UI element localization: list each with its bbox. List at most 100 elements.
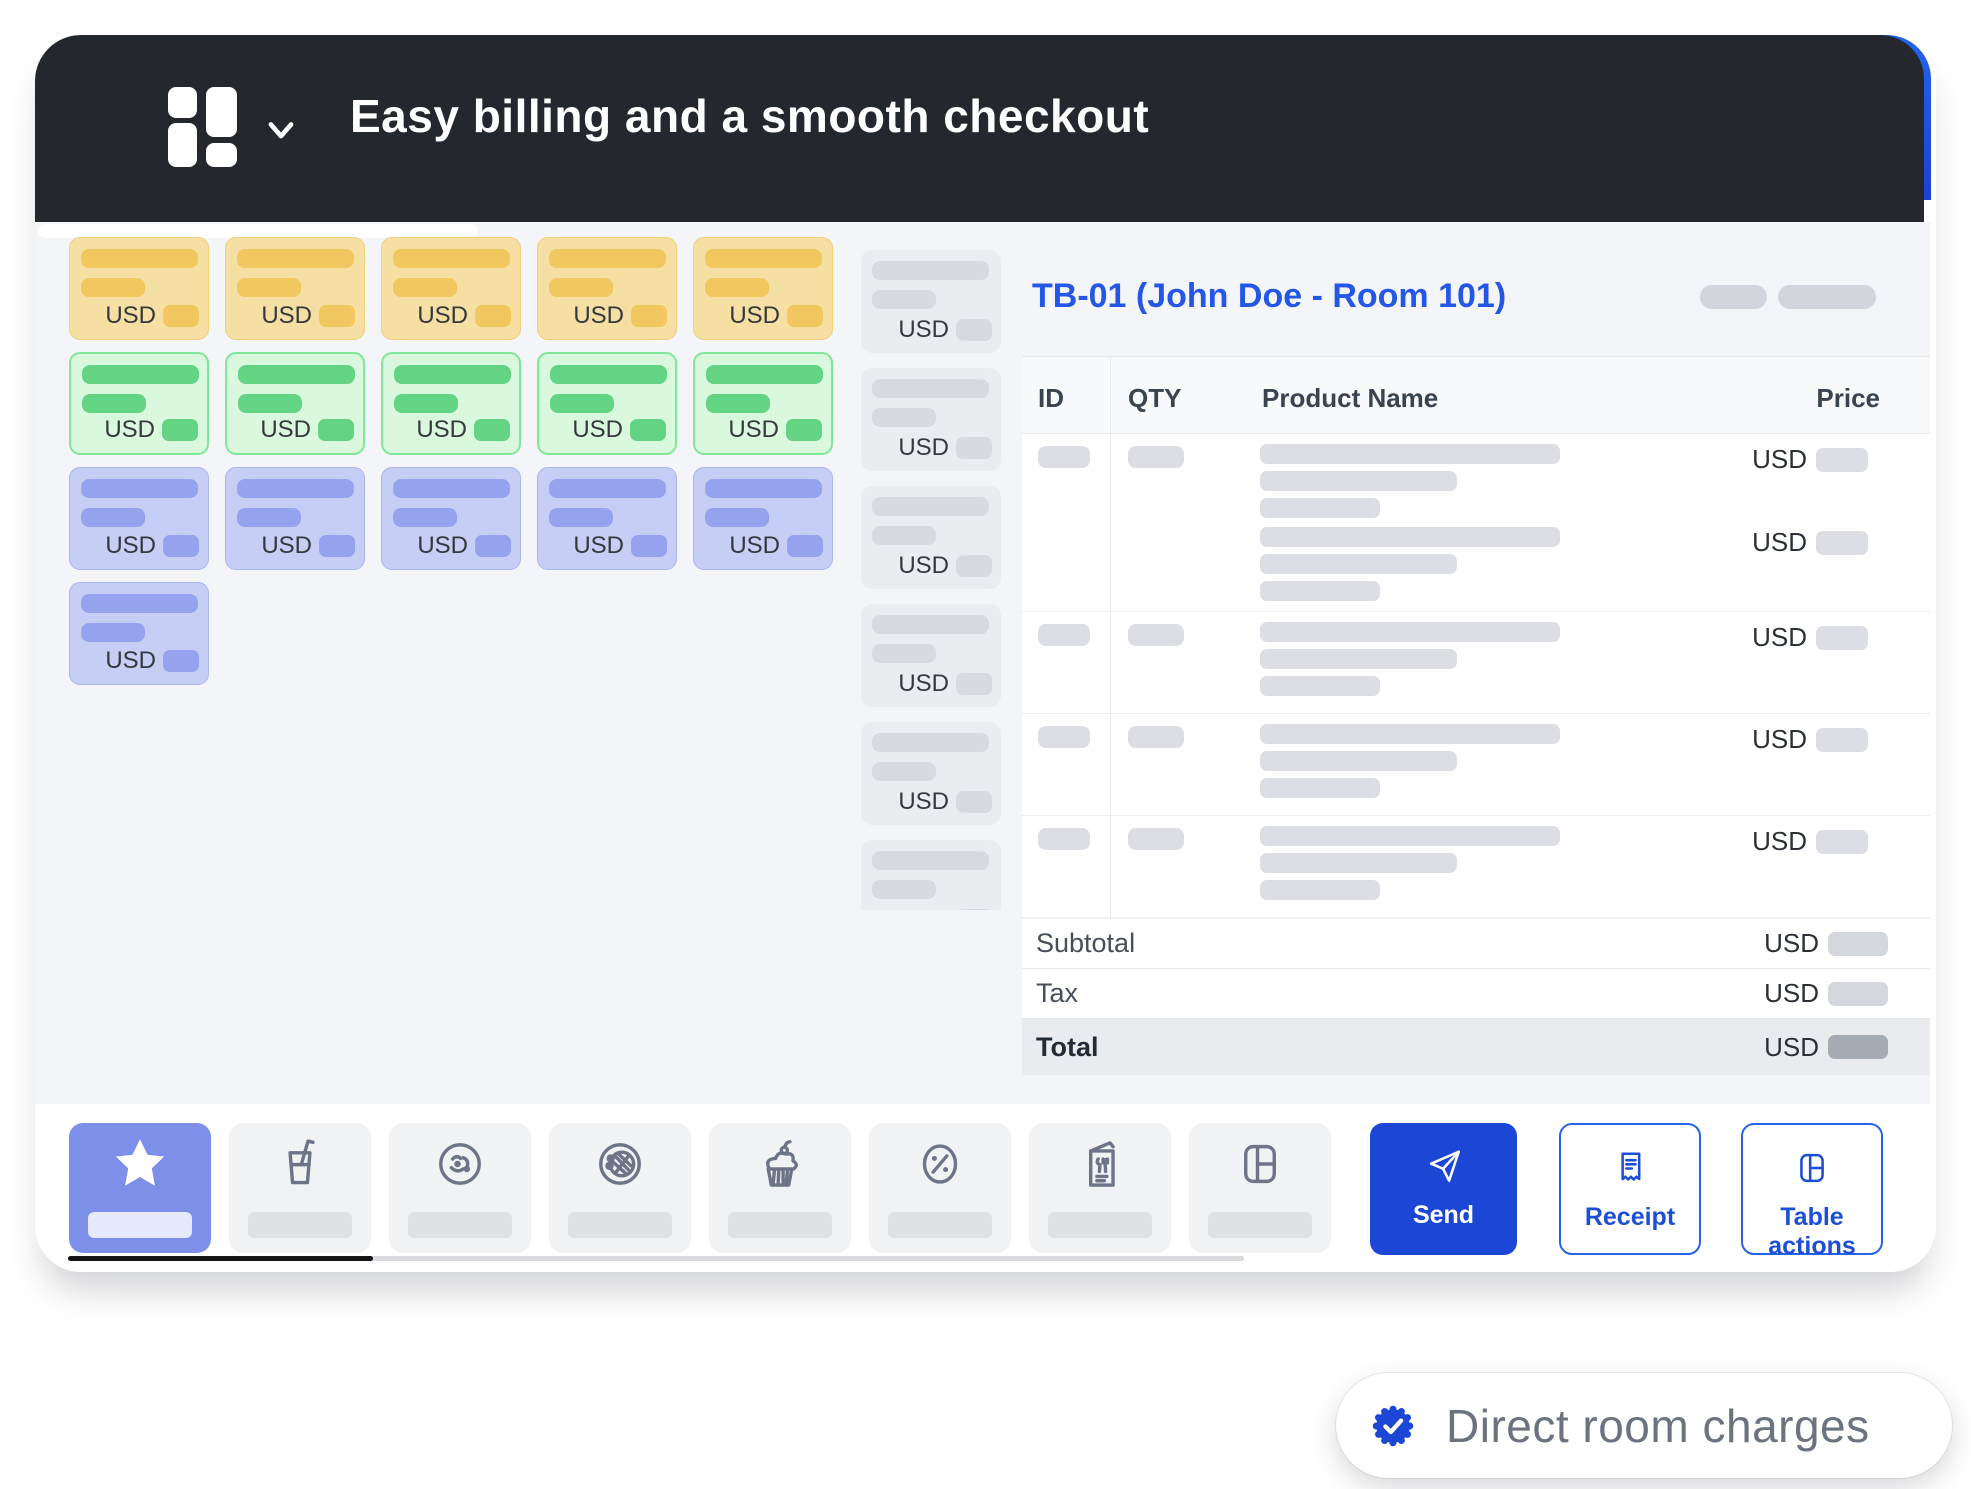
product-card-yellow[interactable]: USD [693, 237, 833, 340]
tab-label-placeholder [88, 1212, 192, 1238]
price-placeholder [1816, 447, 1868, 472]
product-card-gray[interactable]: USD [861, 250, 1001, 353]
category-tab-star-active[interactable] [69, 1123, 211, 1253]
send-button[interactable]: Send [1370, 1123, 1517, 1255]
column-header-qty: QTY [1128, 383, 1182, 413]
item-id-placeholder [1038, 726, 1090, 748]
product-card-blue[interactable]: USD [693, 467, 833, 570]
receipt-button-label: Receipt [1584, 1203, 1676, 1231]
total-price: USD [1764, 978, 1888, 1009]
product-card-green[interactable]: USD [537, 352, 677, 455]
tab-label-placeholder [1208, 1212, 1312, 1238]
card-title-placeholder [81, 594, 198, 613]
category-tab-discount-percent[interactable] [869, 1123, 1011, 1253]
card-subtitle-placeholder [872, 526, 936, 545]
card-subtitle-placeholder [872, 880, 936, 899]
product-card-yellow[interactable]: USD [69, 237, 209, 340]
tabs-scrollbar[interactable] [68, 1256, 1244, 1261]
total-price: USD [1764, 928, 1888, 959]
bill-line: USD [1260, 444, 1930, 518]
products-scrollbar[interactable] [38, 224, 478, 238]
cupcake-icon [766, 1139, 798, 1187]
currency-label: USD [105, 532, 156, 559]
category-tab-waffle-plate[interactable] [549, 1123, 691, 1253]
product-card-blue[interactable]: USD [225, 467, 365, 570]
card-title-placeholder [394, 365, 511, 384]
product-card-yellow[interactable]: USD [381, 237, 521, 340]
price-cell: USD [1752, 724, 1930, 755]
currency-label: USD [104, 416, 155, 443]
table-actions-button[interactable]: Table actions [1741, 1123, 1883, 1260]
receipt-icon [1561, 1145, 1699, 1191]
price-placeholder [1816, 625, 1868, 650]
card-subtitle-placeholder [705, 278, 769, 297]
category-tab-cupcake[interactable] [709, 1123, 851, 1253]
card-title-placeholder [82, 365, 199, 384]
item-id-placeholder [1038, 828, 1090, 850]
direct-room-charges-pill[interactable]: Direct room charges [1336, 1373, 1952, 1478]
bill-totals: Subtotal USD Tax USD Total USD [1022, 919, 1930, 1075]
tabs-scrollbar-thumb[interactable] [68, 1256, 373, 1261]
product-card-gray[interactable]: USD [861, 368, 1001, 471]
price-placeholder [475, 535, 511, 557]
bill-line-item[interactable]: USD [1022, 816, 1930, 918]
product-card-blue[interactable]: USD [537, 467, 677, 570]
price-placeholder [956, 319, 992, 341]
bill-line-item[interactable]: USD [1022, 612, 1930, 714]
price-placeholder [956, 555, 992, 577]
bill-table: ID QTY Product Name Price USD USD [1022, 356, 1930, 918]
product-card-yellow[interactable]: USD [225, 237, 365, 340]
card-subtitle-placeholder [394, 394, 458, 413]
product-card-green[interactable]: USD [225, 352, 365, 455]
card-subtitle-placeholder [872, 408, 936, 427]
card-title-placeholder [872, 261, 989, 280]
app-grid-logo-icon[interactable] [168, 87, 238, 167]
chevron-down-icon[interactable] [263, 113, 299, 143]
price-placeholder [956, 909, 992, 910]
product-card-green[interactable]: USD [381, 352, 521, 455]
bill-action-placeholder[interactable] [1700, 285, 1767, 309]
item-id-placeholder [1038, 624, 1090, 646]
card-subtitle-placeholder [393, 508, 457, 527]
product-card-green[interactable]: USD [693, 352, 833, 455]
product-card-gray[interactable]: USD [861, 486, 1001, 589]
bill-line: USD [1260, 826, 1930, 900]
product-card-green[interactable]: USD [69, 352, 209, 455]
category-tab-drink[interactable] [229, 1123, 371, 1253]
column-header-price: Price [1816, 383, 1880, 413]
card-subtitle-placeholder [393, 278, 457, 297]
price-placeholder [1816, 727, 1868, 752]
total-row-total: Total USD [1022, 1019, 1930, 1075]
category-tab-table-layout[interactable] [1189, 1123, 1331, 1253]
card-subtitle-placeholder [872, 644, 936, 663]
currency-label: USD [898, 788, 949, 815]
currency-label: USD [1764, 978, 1819, 1008]
bill-action-placeholder[interactable] [1778, 285, 1876, 309]
category-tab-menu-card[interactable] [1029, 1123, 1171, 1253]
product-card-blue[interactable]: USD [69, 582, 209, 685]
bill-line-item[interactable]: USD [1022, 714, 1930, 816]
price-placeholder [475, 305, 511, 327]
price-placeholder [956, 673, 992, 695]
price-placeholder [318, 419, 354, 441]
bill-line-item[interactable]: USD USD [1022, 434, 1930, 612]
receipt-button[interactable]: Receipt [1559, 1123, 1701, 1255]
bill-line: USD [1260, 622, 1930, 696]
product-card-gray[interactable]: USD [861, 722, 1001, 825]
item-qty-placeholder [1128, 624, 1184, 646]
product-card-yellow[interactable]: USD [537, 237, 677, 340]
waffle-plate-icon [599, 1143, 641, 1185]
price-placeholder [787, 535, 823, 557]
product-card-blue[interactable]: USD [381, 467, 521, 570]
product-card-gray[interactable]: USD [861, 840, 1001, 910]
product-card-gray[interactable]: USD [861, 604, 1001, 707]
category-tab-food-plate[interactable] [389, 1123, 531, 1253]
price-cell: USD [1752, 527, 1930, 558]
card-title-placeholder [237, 249, 354, 268]
currency-label: USD [573, 302, 624, 329]
footer-bar: Send Receipt Table actions [35, 1104, 1936, 1272]
column-header-id: ID [1038, 383, 1064, 413]
product-card-blue[interactable]: USD [69, 467, 209, 570]
column-header-product-name: Product Name [1262, 383, 1439, 413]
card-subtitle-placeholder [81, 508, 145, 527]
